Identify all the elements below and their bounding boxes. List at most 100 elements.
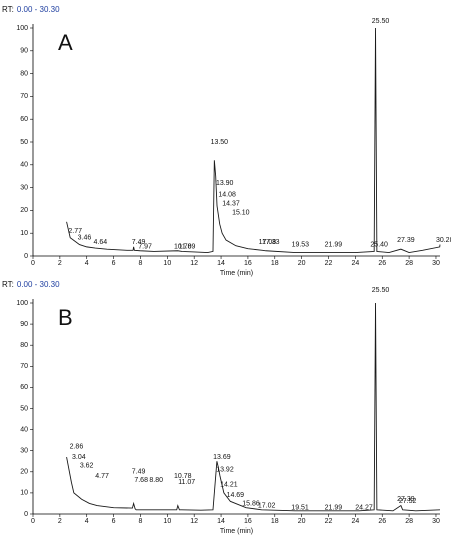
x-tick-label: 10: [163, 260, 171, 267]
peak-label: 7.49: [132, 469, 146, 476]
trace: [66, 27, 441, 254]
peak-label: 4.77: [95, 473, 109, 480]
x-tick-label: 12: [190, 518, 198, 525]
y-tick-label: 100: [16, 25, 28, 32]
y-tick-label: 70: [20, 93, 28, 100]
peak-label: 21.99: [325, 241, 343, 248]
y-tick-label: 60: [20, 384, 28, 391]
rt-label: RT:: [2, 5, 14, 14]
x-tick-label: 4: [85, 518, 89, 525]
y-tick-label: 30: [20, 448, 28, 455]
peak-label: 2.77: [68, 228, 82, 235]
x-tick-label: 12: [190, 260, 198, 267]
peak-label: 27.39: [397, 496, 415, 503]
peak-label: 25.40: [370, 241, 388, 248]
peak-label: 25.50: [372, 287, 390, 294]
peak-label: 7.68: [134, 477, 148, 484]
x-tick-label: 14: [217, 260, 225, 267]
x-tick-label: 24: [351, 518, 359, 525]
peak-label: 19.53: [292, 241, 310, 248]
peak-label: 27.39: [397, 237, 415, 244]
peak-label: 17.33: [262, 239, 280, 246]
peak-label: 4.64: [94, 239, 108, 246]
peak-label: 13.69: [213, 454, 231, 461]
peak-label: 11.07: [178, 479, 195, 486]
peak-label: 19.51: [291, 505, 309, 512]
peak-label: 3.62: [80, 462, 94, 469]
x-tick-label: 18: [271, 518, 279, 525]
y-tick-label: 100: [16, 300, 28, 307]
chart-panel: RT: 0.00 - 30.30 B 0 10 20 30 40 50 60 70 80 90 100 0 2…: [2, 280, 441, 535]
range-header: RT: 0.00 - 30.30: [2, 5, 60, 14]
y-tick-label: 80: [20, 70, 28, 77]
rt-label: RT:: [2, 280, 14, 289]
x-tick-label: 14: [217, 518, 225, 525]
peak-label: 24.27: [355, 505, 373, 512]
peak-label: 7.97: [138, 244, 152, 251]
peak-label: 13.92: [216, 467, 234, 474]
y-tick-label: 50: [20, 139, 28, 146]
peak-label: 13.90: [216, 180, 234, 187]
peak-label: 15.86: [242, 500, 260, 507]
y-tick-label: 30: [20, 184, 28, 191]
rt-range: 0.00 - 30.30: [17, 5, 60, 14]
y-tick-label: 10: [20, 490, 28, 497]
peak-label: 14.08: [218, 191, 236, 198]
peak-label: 10.78: [174, 473, 192, 480]
peak-label: 21.99: [325, 505, 343, 512]
x-tick-label: 22: [325, 260, 333, 267]
x-tick-label: 18: [271, 260, 279, 267]
x-tick-label: 22: [325, 518, 333, 525]
peak-label: 7.49: [132, 239, 146, 246]
peak-label: 10.78: [174, 244, 192, 251]
y-tick-label: 40: [20, 162, 28, 169]
x-tick-label: 6: [112, 260, 116, 267]
x-tick-label: 2: [58, 518, 62, 525]
peak-label: 3.46: [78, 235, 92, 242]
peak-label: 13.50: [211, 139, 229, 146]
peak-label: 15.10: [232, 210, 250, 217]
y-tick-label: 20: [20, 207, 28, 214]
y-tick-label: 50: [20, 405, 28, 412]
x-tick-label: 8: [139, 518, 143, 525]
peak-label: 8.80: [149, 477, 163, 484]
x-tick-label: 0: [31, 260, 35, 267]
range-header: RT: 0.00 - 30.30: [2, 280, 60, 289]
x-tick-label: 4: [85, 260, 89, 267]
y-tick-label: 10: [20, 230, 28, 237]
y-tick-label: 80: [20, 342, 28, 349]
peak-label: 25.50: [372, 18, 390, 25]
x-tick-label: 6: [112, 518, 116, 525]
x-tick-label: 28: [405, 518, 413, 525]
x-tick-label: 16: [244, 260, 252, 267]
x-tick-label: 2: [58, 260, 62, 267]
x-tick-label: 26: [378, 260, 386, 267]
x-tick-label: 0: [31, 518, 35, 525]
y-tick-label: 60: [20, 116, 28, 123]
peak-label: 11.09: [178, 244, 195, 251]
panel-label: A: [58, 30, 73, 55]
x-tick-label: 26: [378, 518, 386, 525]
x-tick-label: 24: [351, 260, 359, 267]
peak-label: 14.37: [222, 200, 240, 207]
panel-label: B: [58, 305, 73, 330]
x-axis-title: Time (min): [220, 528, 253, 535]
x-tick-label: 10: [163, 518, 171, 525]
y-tick-label: 40: [20, 426, 28, 433]
y-tick-label: 90: [20, 48, 28, 55]
peak-label: 2.86: [70, 443, 84, 450]
peak-label: 3.04: [72, 454, 86, 461]
y-tick-label: 0: [24, 253, 28, 260]
trace: [66, 302, 441, 512]
x-tick-label: 28: [405, 260, 413, 267]
rt-range: 0.00 - 30.30: [17, 280, 60, 289]
peak-label: 14.69: [227, 492, 245, 499]
x-tick-label: 8: [139, 260, 143, 267]
x-tick-label: 16: [244, 518, 252, 525]
x-axis-title: Time (min): [220, 270, 253, 277]
peak-label: 17.08: [259, 239, 277, 246]
x-tick-label: 20: [298, 260, 306, 267]
y-tick-label: 70: [20, 363, 28, 370]
y-tick-label: 20: [20, 469, 28, 476]
